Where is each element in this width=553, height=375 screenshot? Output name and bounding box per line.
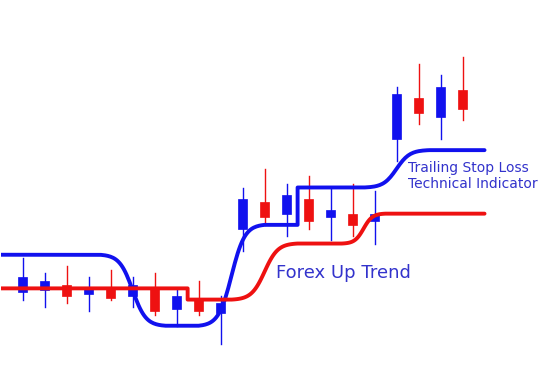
Bar <box>84 286 93 294</box>
Bar <box>238 199 247 229</box>
Bar <box>326 210 335 218</box>
Bar <box>348 214 357 225</box>
Bar <box>62 285 71 296</box>
Bar <box>216 303 225 313</box>
Bar <box>370 214 379 221</box>
Bar <box>458 90 467 109</box>
Bar <box>150 286 159 311</box>
Bar <box>282 195 291 214</box>
Bar <box>172 296 181 309</box>
Text: Trailing Stop Loss
Technical Indicator: Trailing Stop Loss Technical Indicator <box>408 161 537 191</box>
Bar <box>260 202 269 217</box>
Bar <box>194 298 203 311</box>
Bar <box>128 285 137 296</box>
Bar <box>40 281 49 290</box>
Bar <box>304 199 313 221</box>
Bar <box>18 277 27 292</box>
Bar <box>106 288 115 298</box>
Bar <box>436 87 445 117</box>
Bar <box>414 98 423 113</box>
Text: Forex Up Trend: Forex Up Trend <box>275 264 410 282</box>
Bar <box>392 94 401 139</box>
